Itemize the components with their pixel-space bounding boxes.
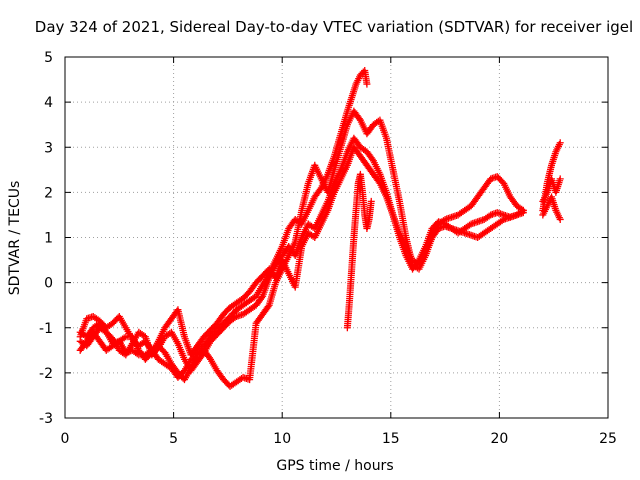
series-5 xyxy=(343,170,375,332)
y-tick-label: -3 xyxy=(39,411,53,427)
y-tick-label: -2 xyxy=(39,366,53,382)
grid-lines xyxy=(65,57,608,418)
series-1 xyxy=(76,67,371,381)
x-tick-labels: 0 5 10 15 20 25 xyxy=(61,431,617,447)
x-tick-label: 10 xyxy=(273,431,291,447)
x-axis-label: GPS time / hours xyxy=(276,458,393,474)
data-point xyxy=(264,303,272,311)
y-tick-label: 0 xyxy=(44,276,53,292)
series-4 xyxy=(76,143,527,363)
data-point xyxy=(519,206,527,214)
y-tick-label: 2 xyxy=(44,185,53,201)
x-tick-label: 5 xyxy=(169,431,178,447)
series-7 xyxy=(539,175,564,205)
y-axis-label: SDTVAR / TECUs xyxy=(7,181,23,296)
y-tick-label: 4 xyxy=(44,95,53,111)
data-point xyxy=(367,197,375,205)
y-tick-label: 5 xyxy=(44,50,53,66)
series-2 xyxy=(76,107,527,390)
axis-ticks xyxy=(64,56,609,419)
y-tick-label: 1 xyxy=(44,231,53,247)
data-point xyxy=(556,215,564,223)
data-point xyxy=(258,294,266,302)
x-tick-label: 0 xyxy=(61,431,70,447)
x-tick-label: 20 xyxy=(490,431,508,447)
y-tick-labels: -3 -2 -1 0 1 2 3 4 5 xyxy=(39,50,53,427)
series-3 xyxy=(76,134,527,375)
chart-title: Day 324 of 2021, Sidereal Day-to-day VTE… xyxy=(35,18,633,36)
x-tick-label: 15 xyxy=(382,431,400,447)
plot-frame xyxy=(64,56,609,419)
data-point xyxy=(363,80,371,88)
data-point xyxy=(518,208,526,216)
data-points xyxy=(76,67,564,390)
x-tick-label: 25 xyxy=(599,431,617,447)
data-point xyxy=(556,139,564,147)
data-point xyxy=(120,334,128,342)
series-8 xyxy=(539,193,564,223)
y-tick-label: -1 xyxy=(39,321,53,337)
data-point xyxy=(556,175,564,183)
y-tick-label: 3 xyxy=(44,140,53,156)
